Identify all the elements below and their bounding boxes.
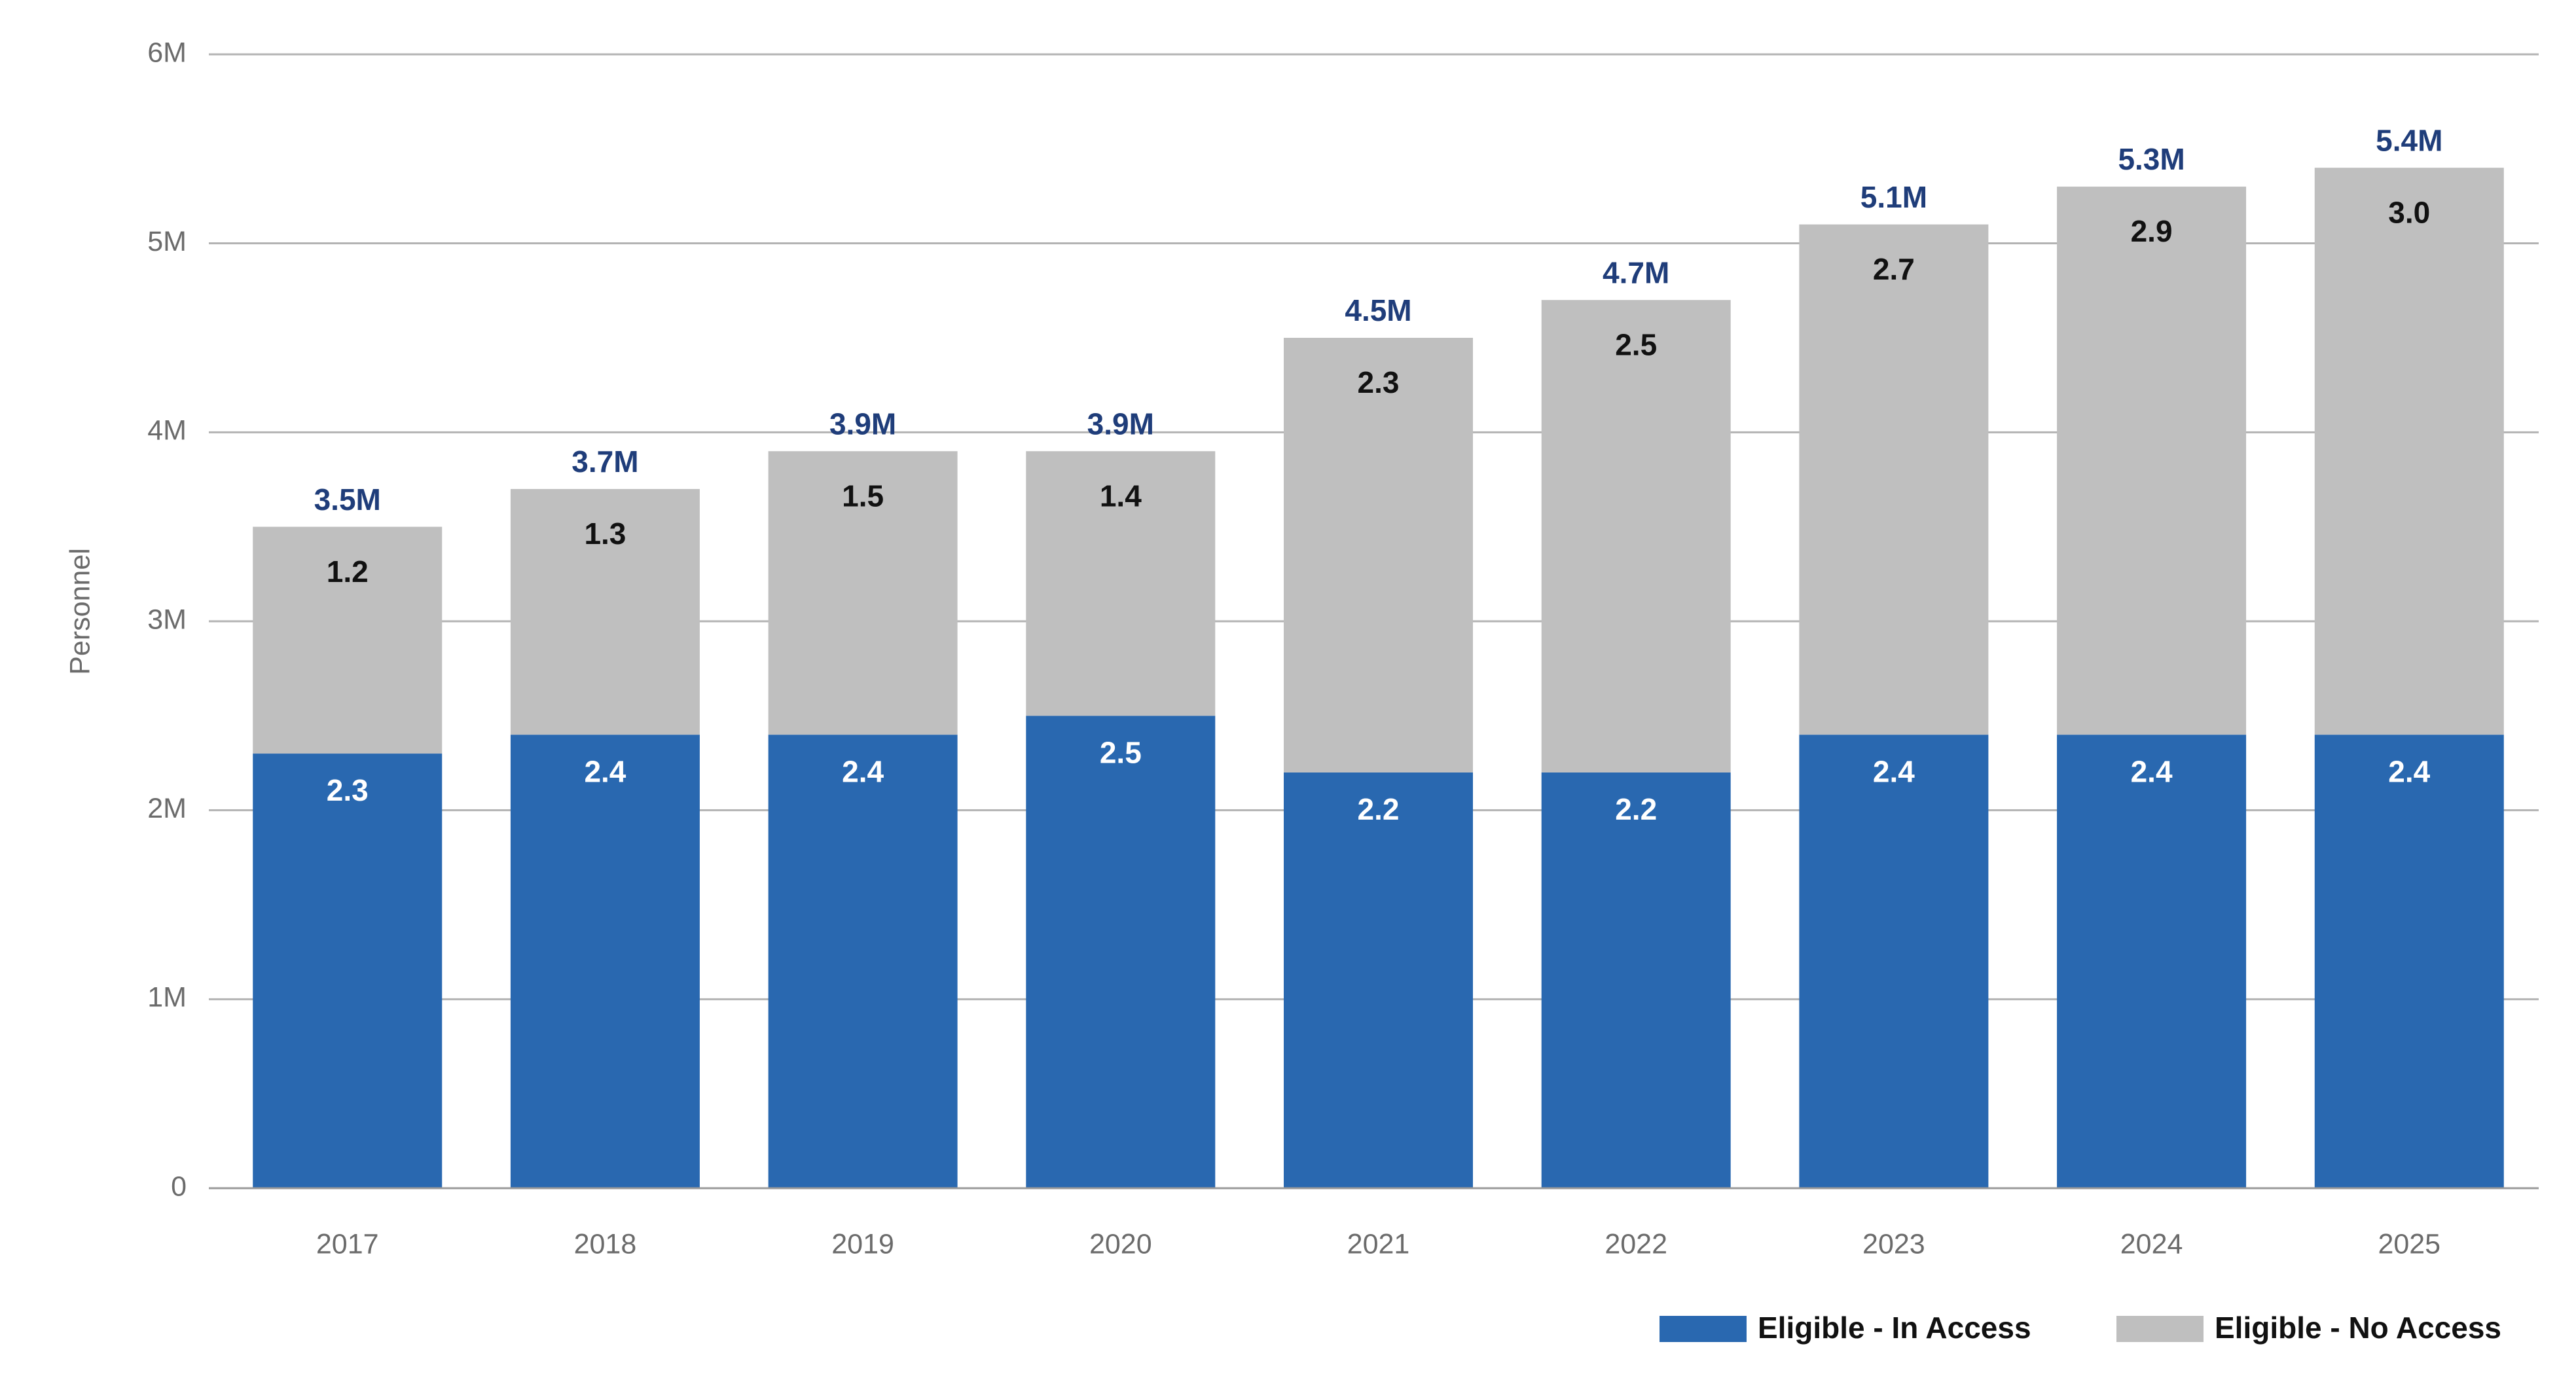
total-label: 5.1M [1860,180,1927,214]
legend-label: Eligible - No Access [2215,1311,2501,1345]
data-label: 2.7 [1873,252,1915,286]
data-label: 2.5 [1100,735,1142,769]
data-label: 2.4 [584,754,626,788]
y-tick-label: 3M [147,604,187,635]
data-label: 2.4 [2388,754,2430,788]
data-label: 2.4 [842,754,884,788]
x-tick-label: 2020 [1089,1228,1152,1260]
bar-segment [253,754,443,1188]
data-label: 1.3 [584,517,626,551]
total-label: 4.5M [1345,293,1411,327]
total-label: 3.9M [1087,407,1154,441]
bar-segment [2057,735,2247,1188]
y-tick-label: 4M [147,415,187,446]
bar-segment [768,451,958,735]
bar-segment [510,488,700,735]
y-tick-label: 6M [147,37,187,68]
total-label: 5.4M [2376,123,2442,157]
data-label: 1.4 [1100,479,1142,513]
total-label: 5.3M [2118,142,2185,176]
data-label: 1.5 [842,479,884,513]
bar-segment [1026,451,1216,716]
x-tick-label: 2021 [1347,1228,1410,1260]
x-tick-label: 2023 [1862,1228,1925,1260]
bar-segment [1284,338,1473,772]
bar-segment [1799,735,1989,1188]
data-label: 2.2 [1358,792,1400,826]
x-tick-label: 2025 [2378,1228,2440,1260]
x-tick-label: 2019 [831,1228,894,1260]
legend-swatch [1660,1316,1747,1342]
data-label: 2.3 [327,773,369,807]
bar-segment [1541,772,1731,1188]
data-label: 3.0 [2388,195,2430,229]
bar-segment [1284,772,1473,1188]
data-label: 1.2 [327,554,369,589]
total-label: 4.7M [1603,255,1669,289]
bar-segment [1541,300,1731,772]
total-label: 3.9M [829,407,896,441]
data-label: 2.5 [1615,327,1657,361]
bar-segment [2314,168,2504,735]
y-tick-label: 5M [147,226,187,257]
data-label: 2.9 [2131,214,2173,248]
y-tick-label: 0 [171,1171,187,1202]
x-tick-label: 2022 [1605,1228,1667,1260]
data-label: 2.3 [1358,365,1400,399]
bar-segment [2314,735,2504,1188]
bar-segment [1026,716,1216,1188]
y-tick-label: 2M [147,793,187,824]
data-label: 2.2 [1615,792,1657,826]
y-tick-label: 1M [147,982,187,1013]
data-label: 2.4 [2131,754,2173,788]
bar-segment [253,526,443,754]
total-label: 3.5M [314,482,381,517]
bar-segment [768,735,958,1188]
x-tick-label: 2018 [574,1228,637,1260]
y-axis-label: Personnel [64,548,96,675]
bar-segment [1799,224,1989,735]
x-tick-label: 2017 [316,1228,379,1260]
bar-segment [2057,187,2247,735]
data-label: 2.4 [1873,754,1915,788]
bar-segment [510,735,700,1188]
legend-swatch [2116,1316,2204,1342]
x-tick-label: 2024 [2120,1228,2183,1260]
total-label: 3.7M [571,445,638,479]
legend-label: Eligible - In Access [1758,1311,2031,1345]
